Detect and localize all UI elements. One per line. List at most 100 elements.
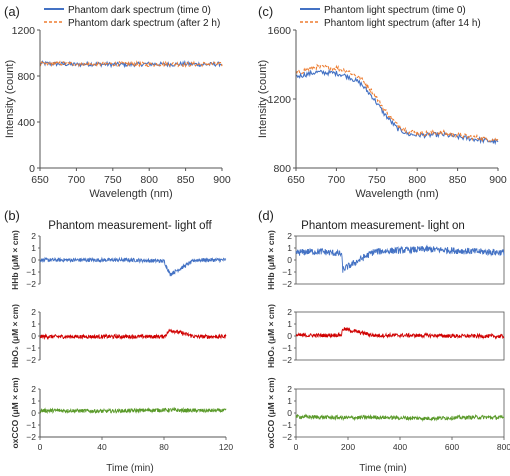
- d-xtick-0: 0: [294, 442, 299, 452]
- a-series-1: [39, 60, 223, 68]
- d-0-ytick-0: −2: [282, 279, 292, 289]
- panel-label-b: (b): [4, 208, 20, 223]
- b-1-ytick-4: 2: [31, 307, 36, 317]
- d-xtick-4: 800: [497, 442, 510, 452]
- a-ytick-1: 400: [17, 117, 35, 129]
- d-subplot-1: −2 −1 0 1 2 HbO₂ (μM × cm): [266, 304, 505, 368]
- b-xtick-2: 80: [159, 442, 169, 452]
- d-1-ytick-0: −2: [282, 355, 292, 365]
- d-2-ytick-3: 1: [287, 396, 292, 406]
- b-2-ytick-4: 2: [31, 384, 36, 394]
- d-subplot-frame-0: [295, 235, 505, 285]
- d-xlabel: Time (min): [359, 463, 406, 474]
- a-xtick-2: 750: [104, 174, 122, 186]
- b-xtick-1: 40: [97, 442, 107, 452]
- b-2-ytick-2: 0: [31, 408, 36, 418]
- d-1-ytick-4: 2: [287, 307, 292, 317]
- d-0-ytick-3: 1: [287, 243, 292, 253]
- d-0-ytick-4: 2: [287, 231, 292, 241]
- c-xtick-3: 800: [408, 174, 426, 186]
- d-2-ytick-0: −2: [282, 432, 292, 442]
- b-1-ytick-0: −2: [26, 355, 36, 365]
- d-title: Phantom measurement- light on: [301, 220, 465, 232]
- b-0-ytick-0: −2: [26, 279, 36, 289]
- d-1-ytick-1: −1: [282, 343, 292, 353]
- b-2-ylabel: oxCCO (μM × cm): [10, 377, 20, 448]
- c-xtick-0: 650: [287, 174, 305, 186]
- panel-a: Phantom dark spectrum (time 0) Phantom d…: [4, 5, 231, 200]
- c-series-1: [295, 63, 499, 143]
- c-ytick-0: 800: [273, 163, 291, 175]
- d-1-ytick-3: 1: [287, 319, 292, 329]
- d-subplot-2: −2 −1 0 1 2 oxCCO (μM × cm) 0 200 400 600 800: [266, 377, 510, 452]
- d-0-ylabel: HHb (μM × cm): [266, 230, 276, 290]
- b-trace-1: [39, 328, 227, 341]
- d-xtick-1: 200: [341, 442, 355, 452]
- b-0-ytick-4: 2: [31, 231, 36, 241]
- b-xtick-3: 120: [219, 442, 233, 452]
- a-xlabel: Wavelength (nm): [89, 188, 172, 200]
- d-0-ytick-1: −1: [282, 267, 292, 277]
- a-xtick-1: 700: [68, 174, 86, 186]
- b-0-ytick-1: −1: [26, 267, 36, 277]
- b-title: Phantom measurement- light off: [48, 220, 212, 232]
- c-legend-1: Phantom light spectrum (after 14 h): [324, 18, 481, 29]
- d-0-ytick-2: 0: [287, 255, 292, 265]
- panel-d: Phantom measurement- light on −2 −1 0 1 2 HHb…: [266, 220, 510, 474]
- b-xlabel: Time (min): [106, 463, 153, 474]
- c-xlabel: Wavelength (nm): [355, 188, 438, 200]
- b-0-ytick-2: 0: [31, 255, 36, 265]
- d-2-ytick-2: 0: [287, 408, 292, 418]
- b-trace-2: [39, 406, 227, 415]
- c-ylabel: Intensity (count): [257, 60, 269, 138]
- b-1-ytick-3: 1: [31, 319, 36, 329]
- d-subplot-0: −2 −1 0 1 2 HHb (μM × cm): [266, 230, 505, 290]
- a-xtick-0: 650: [31, 174, 49, 186]
- d-trace-2: [295, 413, 505, 422]
- panel-label-d: (d): [258, 208, 274, 223]
- b-0-ylabel: HHb (μM × cm): [10, 230, 20, 290]
- a-ylabel: Intensity (count): [4, 60, 16, 138]
- c-series-0: [295, 68, 499, 146]
- c-xtick-2: 750: [368, 174, 386, 186]
- b-2-ytick-1: −1: [26, 420, 36, 430]
- d-trace-0: [295, 244, 505, 273]
- d-xtick-3: 600: [445, 442, 459, 452]
- a-xtick-4: 850: [177, 174, 195, 186]
- a-legend-1: Phantom dark spectrum (after 2 h): [68, 18, 220, 29]
- d-subplot-frame-2: [295, 388, 505, 438]
- c-ytick-2: 1600: [268, 25, 292, 37]
- c-ytick-1: 1200: [268, 94, 292, 106]
- c-xtick-1: 700: [328, 174, 346, 186]
- b-1-ylabel: HbO₂ (μM × cm): [10, 304, 20, 368]
- c-xtick-5: 900: [489, 174, 507, 186]
- d-1-ylabel: HbO₂ (μM × cm): [266, 304, 276, 368]
- panel-c: Phantom light spectrum (time 0) Phantom …: [257, 5, 507, 200]
- panel-label-a: (a): [4, 4, 20, 19]
- a-legend-0: Phantom dark spectrum (time 0): [68, 5, 211, 16]
- d-2-ytick-1: −1: [282, 420, 292, 430]
- a-xtick-5: 900: [213, 174, 231, 186]
- c-legend-0: Phantom light spectrum (time 0): [324, 5, 466, 16]
- a-ytick-2: 800: [17, 71, 35, 83]
- b-0-ytick-3: 1: [31, 243, 36, 253]
- a-ytick-3: 1200: [12, 25, 36, 37]
- a-ytick-0: 0: [29, 163, 35, 175]
- b-subplot-2: −2 −1 0 1 2 oxCCO (μM × cm) 0 40 80 120: [10, 377, 233, 452]
- b-trace-0: [39, 256, 227, 277]
- d-2-ytick-4: 2: [287, 384, 292, 394]
- b-2-ytick-0: −2: [26, 432, 36, 442]
- b-subplot-0: −2 −1 0 1 2 HHb (μM × cm): [10, 230, 227, 290]
- b-subplot-1: −2 −1 0 1 2 HbO₂ (μM × cm): [10, 304, 227, 368]
- d-xtick-2: 400: [393, 442, 407, 452]
- b-1-ytick-1: −1: [26, 343, 36, 353]
- d-trace-1: [295, 326, 505, 340]
- b-2-ytick-3: 1: [31, 396, 36, 406]
- a-xtick-3: 800: [140, 174, 158, 186]
- d-1-ytick-2: 0: [287, 331, 292, 341]
- d-2-ylabel: oxCCO (μM × cm): [266, 377, 276, 448]
- b-1-ytick-2: 0: [31, 331, 36, 341]
- panel-label-c: (c): [258, 4, 273, 19]
- c-xtick-4: 850: [449, 174, 467, 186]
